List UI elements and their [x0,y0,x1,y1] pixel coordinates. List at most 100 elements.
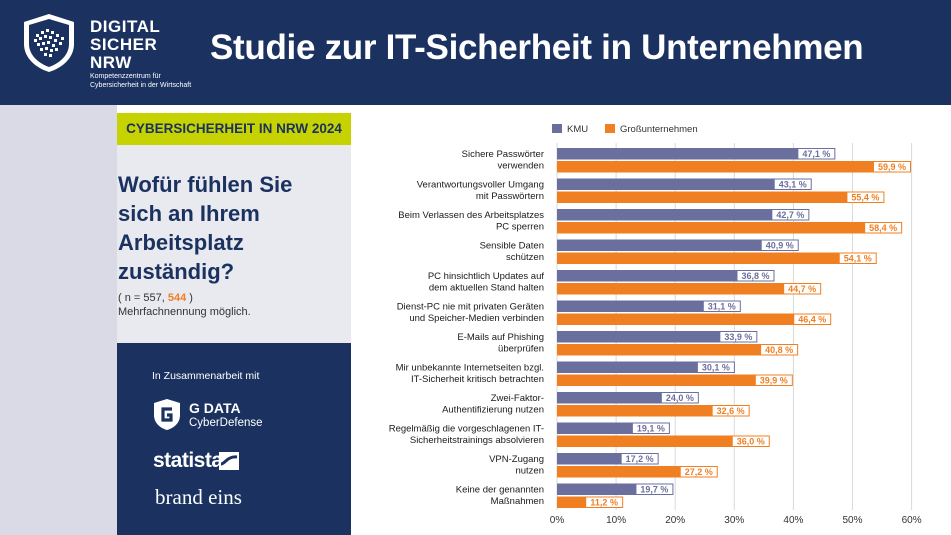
value-label-bg [874,162,911,172]
category-label: Verantwortungsvoller Umgang mit Passwörte… [417,180,544,203]
value-label-bg [732,436,769,446]
category-label-line: Mir unbekannte Internetseiten bzgl. [396,363,544,374]
bar-gross [557,191,885,203]
bar-gross [557,344,799,356]
bar-kmu [557,483,674,495]
multi-answer-note: Mehrfachnennung möglich. [118,306,251,318]
value-label: 47,1 % [802,149,830,159]
x-tick-label: 60% [902,515,922,526]
category-label-line: Beim Verlassen des Arbeitsplatzes [398,210,544,221]
partner-intro: In Zusammenarbeit mit [152,370,260,382]
x-tick-label: 40% [783,515,803,526]
category-label-line: Zwei-Faktor- [491,393,544,404]
value-label-bg [636,484,673,494]
category-label: Zwei-Faktor-Authentifizierung nutzen [442,393,544,416]
category-label-line: Sichere Passwörter [462,149,544,160]
value-label-bg [697,362,734,372]
value-label: 19,1 % [637,424,665,434]
category-label: E-Mails auf Phishing überprüfen [457,332,544,355]
value-label: 36,8 % [741,271,769,281]
bar-kmu [557,453,659,465]
value-label: 36,0 % [737,437,765,447]
x-tick-label: 10% [606,515,626,526]
header-banner: DIGITAL SICHER NRW Kompetenzzentrum für … [0,0,951,105]
legend-label-kmu: KMU [567,124,589,135]
legend-swatch-kmu [552,124,562,133]
category-label: Regelmäßig die vorgeschlagenen IT-Sicher… [389,424,544,447]
bar-gross [557,466,718,478]
x-tick-label: 30% [724,515,744,526]
bar-kmu [557,148,836,160]
bar-gross [557,374,793,386]
category-label: Beim Verlassen des Arbeitsplatzes PC sper… [398,210,544,233]
value-label-bg [632,423,669,433]
value-label: 43,1 % [779,180,807,190]
bar-kmu [557,178,812,190]
value-label-bg [794,314,831,324]
value-label: 27,2 % [685,467,713,477]
value-label: 19,7 % [640,485,668,495]
sample-prefix: ( n = 557, [118,292,168,304]
value-label-bg [784,284,821,294]
bar-kmu [557,239,799,251]
value-label: 24,0 % [666,393,694,403]
question-box [117,145,351,343]
legend-item-kmu: KMU [552,124,588,135]
value-label: 42,7 % [776,210,804,220]
value-label-bg [737,271,774,281]
bar-kmu [557,209,810,221]
survey-question: Wofür fühlen Sie sich an Ihrem Arbeitspl… [118,172,293,284]
category-label-line: PC hinsichtlich Updates auf [428,271,545,282]
logo-line: DIGITAL [90,17,161,36]
category-label-line: Maßnahmen [491,496,544,507]
value-label-bg [865,223,902,233]
category-label: PC hinsichtlich Updates auf dem aktuellen… [428,271,545,294]
category-label: Mir unbekannte Internetseiten bzgl. IT-Si… [396,363,544,386]
value-label: 40,8 % [765,345,793,355]
bar-gross [557,313,832,325]
value-label-bg [774,179,811,189]
category-label-line: PC sperren [496,222,544,233]
bar-kmu [557,331,758,343]
value-label: 44,7 % [788,284,816,294]
category-label-line: Regelmäßig die vorgeschlagenen IT- [389,424,544,435]
logo-subtitle: Kompetenzzentrum für Cybersicherheit in … [90,73,192,89]
page-title: Studie zur IT-Sicherheit in Unternehmen [210,28,864,67]
value-label-bg [661,393,698,403]
value-label-bg [720,332,757,342]
bar-kmu [557,422,670,434]
category-label-line: Sensible Daten [480,241,544,252]
value-label-bg [761,240,798,250]
gdata-subtitle: CyberDefense [189,417,263,429]
brandeins-logo: brand eins [155,485,242,509]
value-label: 55,4 % [851,193,879,203]
bar-kmu [557,300,741,312]
category-label: VPN-Zugang nutzen [489,454,544,477]
category-label-line: und Speicher-Medien verbinden [409,313,544,324]
value-label: 59,9 % [878,162,906,172]
statista-logo: statista [153,449,223,472]
value-label-bg [755,375,792,385]
bar-kmu [557,392,699,404]
legend-item-gross: Großunternehmen [605,124,698,135]
category-label-line: dem aktuellen Stand halten [429,283,544,294]
partner-box [117,343,351,535]
value-label: 11,2 % [590,498,618,508]
category-label-line: IT-Sicherheit kritisch betrachten [411,374,544,385]
sample-size: ( n = 557, 544 ) [118,292,193,304]
category-label-line: mit Passwörtern [476,191,544,202]
legend-swatch-gross [605,124,615,133]
gdata-name: G DATA [189,400,241,416]
value-label: 40,9 % [766,241,794,251]
bar-gross [557,161,912,173]
value-label: 33,9 % [724,332,752,342]
category-label-line: überprüfen [498,344,544,355]
category-label: Sensible Daten schützen [480,241,544,264]
category-label: Keine der genannten Maßnahmen [456,485,544,508]
bar-gross [557,405,750,417]
value-label: 17,2 % [626,454,654,464]
value-label-bg [798,149,835,159]
study-tag: CYBERSICHERHEIT IN NRW 2024 [117,113,351,145]
value-label: 39,9 % [760,376,788,386]
value-label: 32,6 % [717,406,745,416]
